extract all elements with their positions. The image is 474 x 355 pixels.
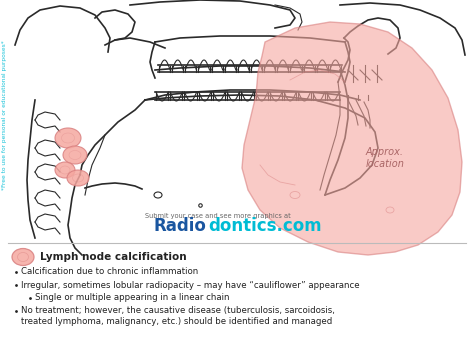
Ellipse shape <box>63 146 87 164</box>
Ellipse shape <box>55 128 81 148</box>
Text: Radio: Radio <box>153 217 206 235</box>
Text: treated lymphoma, malignancy, etc.) should be identified and managed: treated lymphoma, malignancy, etc.) shou… <box>21 317 332 327</box>
Text: Irregular, sometimes lobular radiopacity – may have “cauliflower” appearance: Irregular, sometimes lobular radiopacity… <box>21 280 360 289</box>
Text: Single or multiple appearing in a linear chain: Single or multiple appearing in a linear… <box>35 294 229 302</box>
Text: Lymph node calcification: Lymph node calcification <box>40 252 187 262</box>
Text: *Free to use for personal or educational purposes*: *Free to use for personal or educational… <box>2 40 8 190</box>
Text: No treatment; however, the causative disease (tuberculosis, sarcoidosis,: No treatment; however, the causative dis… <box>21 306 335 316</box>
Ellipse shape <box>55 162 75 178</box>
Ellipse shape <box>67 170 89 186</box>
Text: Calcification due to chronic inflammation: Calcification due to chronic inflammatio… <box>21 268 198 277</box>
Ellipse shape <box>12 248 34 266</box>
Text: Approx.
location: Approx. location <box>365 147 404 169</box>
Text: Submit your case and see more graphics at: Submit your case and see more graphics a… <box>145 213 291 219</box>
Polygon shape <box>242 22 462 255</box>
Text: dontics.com: dontics.com <box>208 217 322 235</box>
